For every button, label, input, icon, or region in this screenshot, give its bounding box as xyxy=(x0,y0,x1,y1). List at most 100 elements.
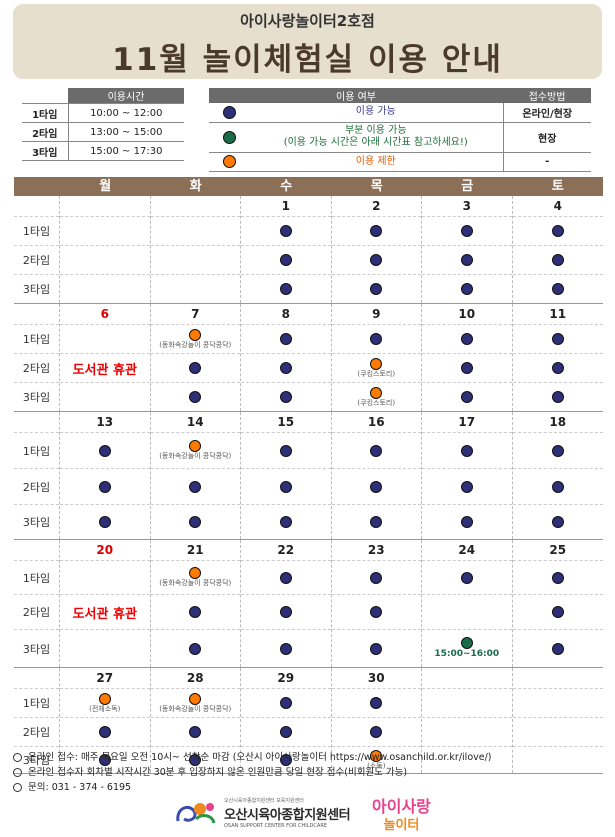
date-number: 24 xyxy=(458,543,476,557)
slot-cell xyxy=(60,216,150,245)
slot-cell: (쿠킹스토리) xyxy=(331,353,421,382)
slot-label: 3타임 xyxy=(14,382,59,411)
slot-cell xyxy=(512,560,603,594)
slot-cell xyxy=(331,324,421,353)
slot-cell xyxy=(150,382,240,411)
slot-cell xyxy=(60,432,150,468)
slot-cell xyxy=(331,245,421,274)
childcare-center-logo-icon xyxy=(176,803,216,824)
restricted-dot-icon xyxy=(189,440,202,452)
slot-cell xyxy=(422,382,512,411)
slot-cell xyxy=(331,688,421,717)
available-dot-icon xyxy=(279,754,292,766)
slot-cell xyxy=(150,353,240,382)
available-dot-icon xyxy=(460,571,473,584)
footer-item: 온라인 접수자 회차별 시작시간 30분 후 입장하지 않은 인원만큼 당일 현… xyxy=(13,765,603,780)
legend-method-value: 온라인/현장 xyxy=(502,103,591,123)
available-dot-icon xyxy=(279,697,292,709)
bullet-circle-icon xyxy=(13,753,22,762)
calendar-week: 1타임 2타임 3타임 1 2 3 4 xyxy=(14,196,603,304)
day-cell: 9 (쿠킹스토리) (쿠킹스토리) xyxy=(331,304,422,411)
slot-cell xyxy=(512,629,603,667)
slot-cell xyxy=(241,216,331,245)
available-dot-icon xyxy=(370,254,383,266)
slot-cell xyxy=(60,504,150,539)
slot-cell xyxy=(422,216,512,245)
slot-cell xyxy=(150,468,240,504)
date-number xyxy=(513,668,604,688)
weekday-header: 목 xyxy=(370,179,383,194)
restricted-dot-icon xyxy=(370,386,383,399)
slot-cell xyxy=(60,717,150,746)
slot-label: 2타임 xyxy=(14,468,59,504)
slot-cell xyxy=(241,717,331,746)
center-eng-name: OSAN SUPPORT CENTER FOR CHILDCARE xyxy=(224,823,327,829)
available-dot-icon xyxy=(279,726,292,738)
slot-label-column: 1타임 2타임 3타임 xyxy=(14,412,60,539)
available-dot-icon xyxy=(370,571,383,584)
slot-cell xyxy=(512,353,603,382)
day-cell: 1 xyxy=(241,196,332,303)
slot-cell xyxy=(331,629,421,667)
date-number: 7 xyxy=(191,307,200,321)
restricted-dot-icon xyxy=(98,692,111,705)
available-dot-icon xyxy=(279,480,292,493)
day-cell: 24 15:00~16:00 xyxy=(422,540,513,667)
program-note: (동화속강놀이 콩닥콩닥) xyxy=(159,452,232,460)
day-cell xyxy=(150,196,241,303)
calendar-week: 1타임 2타임 3타임 13 14 (동화속강놀이 콩닥콩닥) 15 16 17 18 xyxy=(14,412,603,540)
day-cell: 4 xyxy=(512,196,603,303)
slot-cell xyxy=(150,245,240,274)
slot-cell xyxy=(241,245,331,274)
available-dot-icon xyxy=(370,606,383,618)
available-dot-icon xyxy=(551,480,564,493)
date-number: 30 xyxy=(367,671,385,685)
slot-cell xyxy=(241,353,331,382)
slot-cell xyxy=(512,717,603,746)
available-dot-icon xyxy=(189,480,202,493)
program-note: (동화속강놀이 콩닥콩닥) xyxy=(159,704,232,713)
available-dot-icon xyxy=(460,333,473,345)
center-name: 오산시육아종합지원센터 xyxy=(224,808,351,823)
calendar-header: 월 화 수 목 금 토 xyxy=(14,177,603,196)
slot-cell xyxy=(150,629,240,667)
time-slot-range: 10:00 ~ 12:00 xyxy=(68,103,184,123)
slot-cell: (쿠킹스토리) xyxy=(331,382,421,411)
available-dot-icon xyxy=(279,444,292,457)
slot-cell xyxy=(331,432,421,468)
slot-cell xyxy=(60,560,150,594)
legend-usage-header: 이용 여부 xyxy=(209,88,503,103)
slot-cell xyxy=(422,746,512,773)
slot-label: 2타임 xyxy=(14,717,59,746)
legend-table: 이용 여부 접수방법 이용 가능 온라인/현장 부분 이용 가능 (이용 가능 … xyxy=(209,88,591,172)
slot-cell xyxy=(331,594,421,629)
available-dot-icon xyxy=(98,480,111,493)
date-number: 11 xyxy=(549,307,567,321)
day-cell: 28 (동화속강놀이 콩닥콩닥) xyxy=(150,668,241,773)
available-dot-icon xyxy=(279,225,292,237)
weekday-header: 금 xyxy=(461,179,474,194)
available-dot-icon xyxy=(370,283,383,295)
available-dot-icon xyxy=(370,642,383,655)
calendar-week: 1타임 2타임 3타임 27 (전체소독) 28 (동화속강놀이 콩닥콩닥) 29 30 (소독) xyxy=(14,668,603,774)
play-area-logo: 아이사랑 놀이터 xyxy=(372,793,431,833)
available-dot-icon xyxy=(551,333,564,345)
date-number: 4 xyxy=(553,199,562,213)
available-dot-icon xyxy=(189,754,202,766)
available-dot-icon xyxy=(460,516,473,528)
day-cell: 16 xyxy=(331,412,422,539)
available-dot-icon xyxy=(189,362,202,374)
slot-cell xyxy=(422,245,512,274)
weekday-header: 수 xyxy=(280,179,293,194)
slot-cell xyxy=(512,324,603,353)
restricted-dot-icon xyxy=(370,749,383,762)
slot-cell xyxy=(150,594,240,629)
available-dot-icon xyxy=(370,697,383,709)
day-cell xyxy=(512,668,604,773)
available-dot-icon xyxy=(460,444,473,457)
slot-cell xyxy=(512,432,603,468)
available-dot-icon xyxy=(460,283,473,295)
program-note: (쿠킹스토리) xyxy=(357,398,396,407)
day-cell: 6 도서관 휴관 xyxy=(60,304,151,411)
slot-cell xyxy=(60,245,150,274)
